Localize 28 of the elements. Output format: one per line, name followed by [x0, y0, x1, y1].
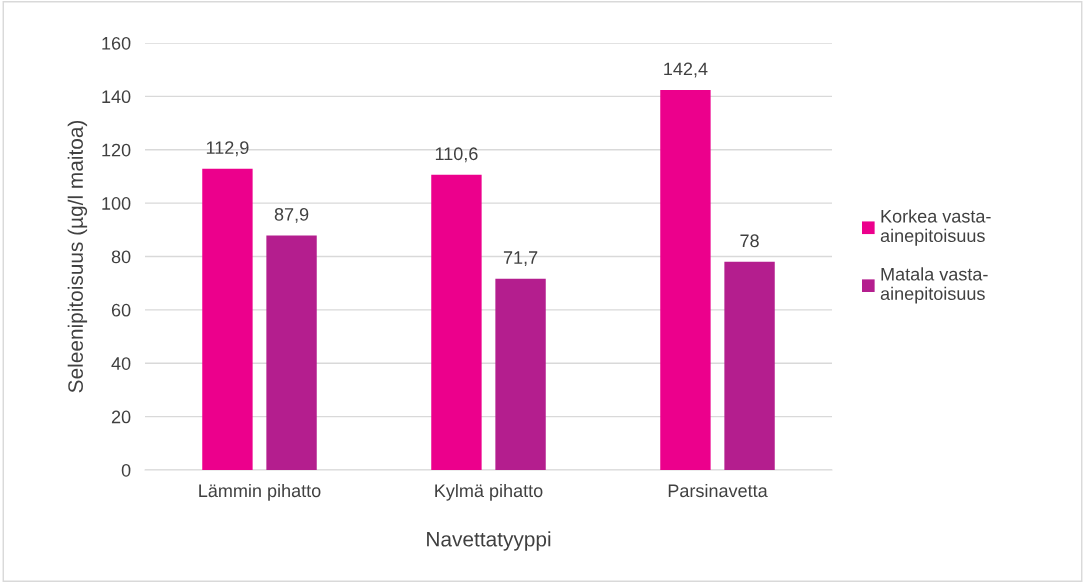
- legend-label: Matala vasta- ainepitoisuus: [880, 267, 988, 304]
- y-tick-label: 80: [111, 250, 131, 264]
- y-tick-label: 140: [102, 90, 131, 104]
- data-label: 110,6: [435, 147, 478, 163]
- data-label: 112,9: [206, 141, 249, 157]
- x-tick-label: Kylmä pihatto: [435, 483, 543, 501]
- x-tick-label: Lämmin pihatto: [199, 483, 321, 501]
- data-label: 71,7: [503, 251, 538, 267]
- bar: [495, 278, 546, 470]
- x-axis-title: Navettatyyppi: [427, 531, 551, 551]
- y-tick-label: 100: [102, 197, 131, 210]
- y-tick-label: 20: [111, 410, 131, 424]
- data-label: 78: [740, 234, 759, 248]
- bar: [266, 235, 317, 470]
- y-axis-title: Seleenipitoisuus (µg/l maitoa): [67, 120, 88, 393]
- y-tick-label: 120: [102, 143, 131, 157]
- legend-label: Korkea vasta- ainepitoisuus: [880, 209, 991, 246]
- y-tick-label: 0: [121, 463, 131, 477]
- y-tick-label: 60: [111, 303, 131, 317]
- bar: [431, 174, 482, 470]
- y-tick-label: 40: [111, 357, 131, 370]
- y-tick-label: 160: [102, 36, 131, 50]
- bar: [202, 168, 253, 470]
- x-tick-label: Parsinavetta: [668, 483, 768, 498]
- bar: [724, 261, 775, 470]
- bar: [660, 89, 711, 470]
- data-label: 87,9: [274, 207, 309, 223]
- data-label: 142,4: [664, 62, 708, 78]
